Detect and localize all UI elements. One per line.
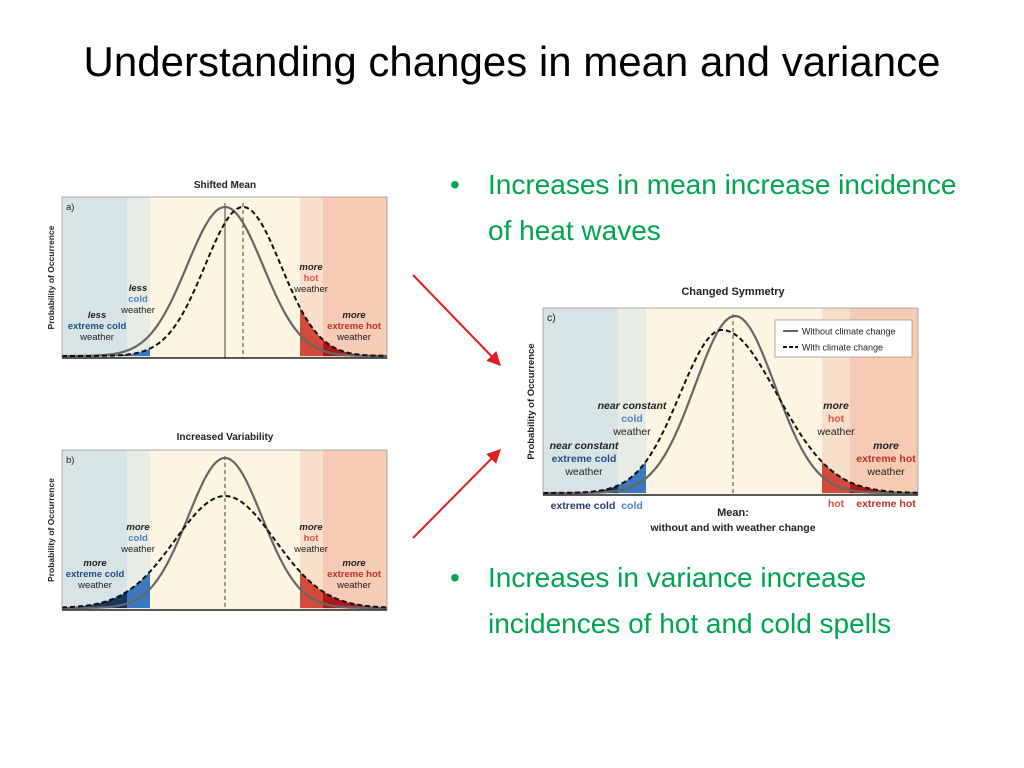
cold-tail [62,348,150,356]
curve-with [62,205,387,357]
arrow [412,274,501,367]
panel-title: Increased Variability [177,432,274,443]
curve-with [543,329,918,494]
region-label: extreme hot [327,321,382,332]
extreme-hot-tail [323,591,387,608]
legend-box [774,319,913,358]
region-label: more [342,558,366,569]
curve-without [62,205,387,358]
cold-tail [62,571,150,608]
extreme-hot-tail [323,339,387,356]
panel: Increased Variability b) Probability of Oc… [46,432,388,611]
range-label: extreme hot [856,498,916,510]
cold-tail [543,461,646,493]
region-label: near constant [550,440,619,452]
range-label: extreme cold [551,500,616,512]
bullet-text: Increases in variance increase incidence… [488,562,892,639]
region [127,197,150,358]
region-label: cold [621,413,643,425]
region-label: weather [866,466,905,478]
hot-tail [300,571,387,608]
region [62,197,127,358]
region [127,450,150,610]
region-label: more [126,522,150,533]
region-label: weather [120,544,155,555]
panel-title: Shifted Mean [194,180,256,191]
region-label: more [299,262,323,273]
region [543,308,618,495]
region-label: more [342,310,366,321]
arrow [412,449,501,539]
y-axis-label: Probability of Occurrence [46,225,56,329]
region-label: extreme cold [66,569,125,580]
region-label: more [83,558,107,569]
extreme-cold-tail [62,591,127,608]
curve-without [543,314,918,495]
curve-without [62,456,387,610]
bullet: • Increases in variance increase incidenc… [450,555,980,647]
hot-tail [822,461,918,493]
panel-title: Changed Symmetry [681,286,785,298]
region-label: less [129,283,148,294]
region-label: weather [816,426,855,438]
region-label: weather [612,426,651,438]
range-label: cold [621,500,643,512]
mean-sublabel: without and with weather change [649,522,815,534]
region [323,197,387,358]
bullet-text: Increases in mean increase incidence of … [488,169,957,246]
region-label: less [88,310,107,321]
region-label: cold [128,533,148,544]
region-label: cold [128,294,148,305]
extreme-hot-tail [850,482,918,493]
slide-title: Understanding changes in mean and varian… [83,38,941,85]
region [618,308,646,495]
panel-letter: a) [66,202,74,213]
panel-letter: b) [66,455,74,466]
bullet: • Increases in mean increase incidence of… [450,162,980,254]
region-label: more [823,400,849,412]
region-label: hot [304,273,320,284]
region-label: near constant [598,400,667,412]
region-label: weather [293,544,328,555]
region-label: more [299,522,323,533]
y-axis-label: Probability of Occurrence [46,478,56,582]
region-label: weather [120,305,155,316]
panel: Shifted Mean a) Probability of Occurrence l… [46,180,388,359]
region-label: hot [828,413,845,425]
region-label: weather [336,580,371,591]
region-label: weather [79,332,114,343]
mean-label: Mean: [717,507,749,519]
region-label: hot [304,533,320,544]
region-label: extreme cold [552,453,617,465]
region-label: weather [564,466,603,478]
region-label: weather [336,332,371,343]
region [323,450,387,610]
y-axis-label: Probability of Occurrence [526,343,537,459]
legend-label: Without climate change [802,327,896,337]
region-label: weather [77,580,112,591]
region-label: extreme cold [68,321,127,332]
panel-letter: c) [547,312,556,324]
region [300,450,323,610]
region-label: extreme hot [327,569,382,580]
legend-label: With climate change [802,343,883,353]
hot-tail [300,307,387,356]
range-label: hot [828,498,845,510]
region [62,450,127,610]
region-label: extreme hot [856,453,916,465]
region-label: more [873,440,899,452]
panel: Changed Symmetry c) Probability of Occurre… [526,286,919,534]
region-label: weather [293,284,328,295]
